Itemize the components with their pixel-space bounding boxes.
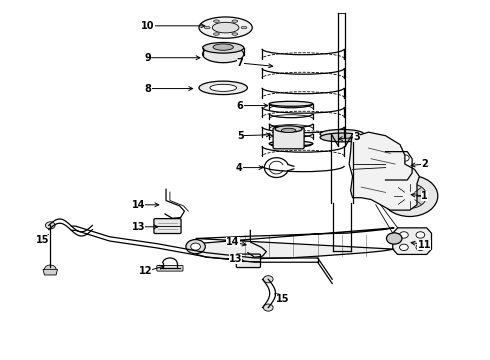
- Ellipse shape: [269, 101, 313, 106]
- Text: 14: 14: [132, 200, 159, 210]
- Text: 13: 13: [228, 254, 244, 264]
- Ellipse shape: [213, 44, 233, 50]
- Circle shape: [264, 276, 273, 283]
- Ellipse shape: [212, 22, 239, 33]
- Circle shape: [186, 239, 205, 254]
- Circle shape: [264, 304, 273, 311]
- Circle shape: [399, 244, 408, 251]
- Polygon shape: [349, 132, 419, 210]
- Circle shape: [400, 155, 409, 161]
- Ellipse shape: [214, 20, 220, 22]
- Text: 1: 1: [411, 191, 428, 201]
- FancyBboxPatch shape: [236, 254, 261, 267]
- Polygon shape: [393, 228, 432, 255]
- Ellipse shape: [320, 130, 364, 138]
- Text: 9: 9: [145, 53, 200, 63]
- Circle shape: [382, 175, 438, 216]
- Ellipse shape: [232, 20, 238, 22]
- Ellipse shape: [210, 84, 237, 91]
- Circle shape: [400, 170, 409, 177]
- Ellipse shape: [232, 33, 238, 35]
- Circle shape: [191, 243, 200, 250]
- FancyBboxPatch shape: [273, 127, 304, 149]
- Circle shape: [387, 233, 402, 244]
- Circle shape: [416, 232, 425, 238]
- Ellipse shape: [199, 81, 247, 95]
- Circle shape: [416, 244, 425, 251]
- Text: 5: 5: [237, 131, 270, 141]
- Text: 15: 15: [275, 294, 290, 304]
- Ellipse shape: [275, 126, 302, 132]
- Ellipse shape: [204, 26, 210, 29]
- Text: 3: 3: [339, 132, 360, 143]
- Ellipse shape: [202, 42, 244, 53]
- Ellipse shape: [269, 141, 313, 146]
- Text: 14: 14: [226, 237, 246, 247]
- Ellipse shape: [214, 33, 220, 35]
- Text: 15: 15: [36, 235, 49, 245]
- Text: 13: 13: [132, 222, 158, 232]
- Polygon shape: [43, 269, 57, 275]
- Ellipse shape: [241, 26, 247, 29]
- Text: 4: 4: [236, 163, 263, 172]
- Text: 6: 6: [237, 100, 268, 111]
- Ellipse shape: [320, 133, 364, 142]
- Circle shape: [45, 265, 56, 274]
- Ellipse shape: [199, 17, 252, 38]
- FancyBboxPatch shape: [157, 265, 183, 271]
- Circle shape: [399, 232, 408, 238]
- Circle shape: [402, 191, 417, 201]
- Text: 12: 12: [139, 265, 164, 276]
- Text: 10: 10: [141, 21, 205, 31]
- Text: 2: 2: [411, 159, 428, 169]
- Ellipse shape: [281, 128, 296, 132]
- Polygon shape: [192, 228, 394, 259]
- Text: 8: 8: [145, 84, 193, 94]
- Text: 11: 11: [411, 239, 431, 249]
- Circle shape: [393, 184, 427, 208]
- Text: 7: 7: [237, 58, 272, 68]
- Ellipse shape: [202, 46, 244, 63]
- FancyBboxPatch shape: [154, 219, 181, 234]
- Circle shape: [46, 222, 55, 229]
